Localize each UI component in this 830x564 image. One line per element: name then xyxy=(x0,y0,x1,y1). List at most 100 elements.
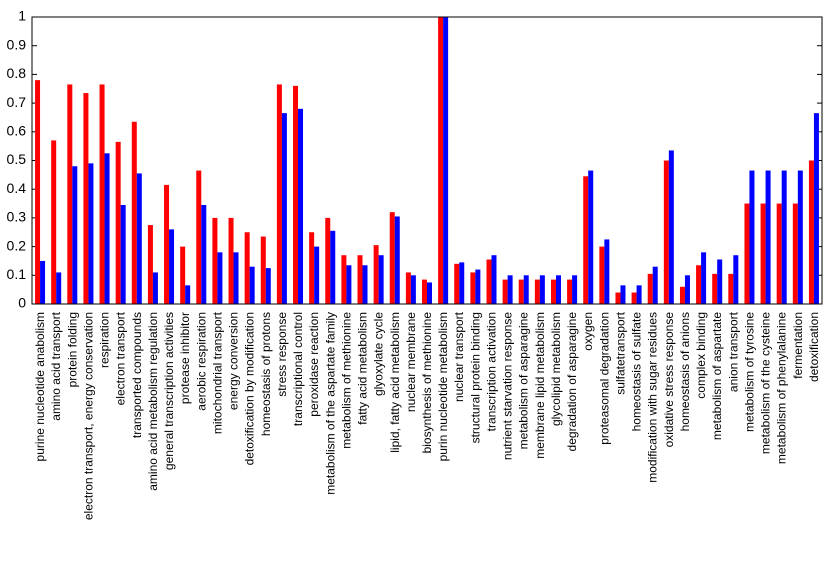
bar xyxy=(518,279,524,304)
x-tick-label: metabolism of asparagine xyxy=(517,312,531,450)
x-tick-label: anion transport xyxy=(726,311,740,392)
x-tick-label: aerobic respiration xyxy=(194,312,208,411)
bar xyxy=(749,170,755,304)
bar xyxy=(346,265,352,304)
y-tick-label: 0.1 xyxy=(7,266,27,282)
y-tick-label: 0.7 xyxy=(7,94,27,110)
x-tick-label: metabolism of tyrosine xyxy=(742,312,756,432)
x-tick-label: metabolism of aspartate xyxy=(710,312,724,440)
bar xyxy=(620,285,626,304)
bar xyxy=(35,80,41,304)
bar xyxy=(792,203,798,304)
y-tick-label: 0.9 xyxy=(7,36,27,52)
bar xyxy=(325,217,331,304)
x-tick-label: mitochondrial transport xyxy=(210,311,224,434)
x-tick-label: degradation of asparagine xyxy=(565,312,579,452)
bar xyxy=(728,273,734,304)
bar xyxy=(502,279,508,304)
bar xyxy=(438,17,444,304)
bar xyxy=(663,160,669,304)
x-tick-label: general transcription activities xyxy=(162,312,176,470)
x-tick-label: amino acid transport xyxy=(49,311,63,420)
bar xyxy=(309,232,315,304)
bar xyxy=(330,230,336,304)
bar xyxy=(615,292,621,304)
bar xyxy=(760,203,766,304)
bar xyxy=(567,279,573,304)
bar xyxy=(443,17,449,304)
bar xyxy=(131,121,137,304)
bar xyxy=(555,275,561,304)
bar xyxy=(781,170,787,304)
bar xyxy=(405,272,411,304)
bar xyxy=(201,204,207,304)
x-tick-label: transcription activation xyxy=(484,312,498,431)
x-tick-label: peroxidase reaction xyxy=(307,312,321,417)
bar xyxy=(427,282,432,304)
bar xyxy=(362,265,368,304)
bar xyxy=(717,259,723,304)
bar xyxy=(293,85,299,304)
x-tick-label: protease inhibitor xyxy=(178,312,192,404)
x-tick-label: purin nucleotide metabolism xyxy=(436,312,450,461)
bar xyxy=(422,279,427,304)
x-tick-label: respiration xyxy=(98,312,112,368)
x-tick-label: nuclear transport xyxy=(452,311,466,402)
bar xyxy=(56,272,62,304)
bar xyxy=(776,203,782,304)
y-tick-label: 0.2 xyxy=(7,237,27,253)
y-tick-label: 0 xyxy=(18,295,26,311)
bar xyxy=(228,217,234,304)
x-tick-label: purine nucleotide anabolism xyxy=(33,312,47,461)
bar xyxy=(40,260,46,304)
bar xyxy=(196,170,202,304)
bar xyxy=(51,140,57,304)
x-tick-label: proteasomal degradation xyxy=(597,312,611,445)
bar xyxy=(152,272,158,304)
x-tick-label: homeostasis of sulfate xyxy=(630,312,644,432)
bar xyxy=(180,246,186,304)
bar xyxy=(507,275,513,304)
x-tick-label: detoxification by modification xyxy=(243,312,257,465)
x-tick-label: amino acid metabolism regulation xyxy=(146,312,160,491)
bar xyxy=(652,266,658,304)
bar xyxy=(410,275,416,304)
x-tick-label: homeostasis of protons xyxy=(259,312,273,436)
y-tick-label: 0.5 xyxy=(7,151,27,167)
y-tick-label: 1 xyxy=(18,8,26,24)
bar xyxy=(373,245,379,304)
bar xyxy=(394,216,400,304)
bar xyxy=(636,285,642,304)
bar xyxy=(341,255,347,304)
x-tick-label: energy conversion xyxy=(227,312,241,410)
bar xyxy=(88,163,94,304)
plot-frame xyxy=(31,16,823,305)
bar xyxy=(813,113,819,305)
bar xyxy=(298,108,304,304)
bar xyxy=(599,246,605,304)
x-tick-label: glycolipid metabolism xyxy=(549,312,563,426)
bar xyxy=(808,160,814,304)
y-tick-label: 0.8 xyxy=(7,65,27,81)
x-tick-label: glyoxylate cycle xyxy=(372,312,386,396)
bar xyxy=(281,113,287,305)
bar xyxy=(712,273,718,304)
x-tick-label: metabolism of phenylalanine xyxy=(775,312,789,464)
x-tick-label: oxygen xyxy=(581,312,595,351)
bar xyxy=(249,266,255,304)
x-tick-label: oxidative stress response xyxy=(662,312,676,448)
bar xyxy=(583,176,589,304)
bar xyxy=(744,203,750,304)
x-tick-label: detoxification xyxy=(807,312,821,382)
x-tick-label: homeostasis of anions xyxy=(678,312,692,431)
bar xyxy=(120,204,126,304)
x-tick-label: nuclear membrane xyxy=(404,312,418,412)
y-tick-label: 0.3 xyxy=(7,209,27,225)
bar xyxy=(233,252,239,304)
bar xyxy=(357,255,363,304)
bar xyxy=(475,269,481,304)
x-tick-label: metabolism of the cysteine xyxy=(759,312,773,454)
bar xyxy=(572,275,578,304)
bar xyxy=(454,263,460,304)
